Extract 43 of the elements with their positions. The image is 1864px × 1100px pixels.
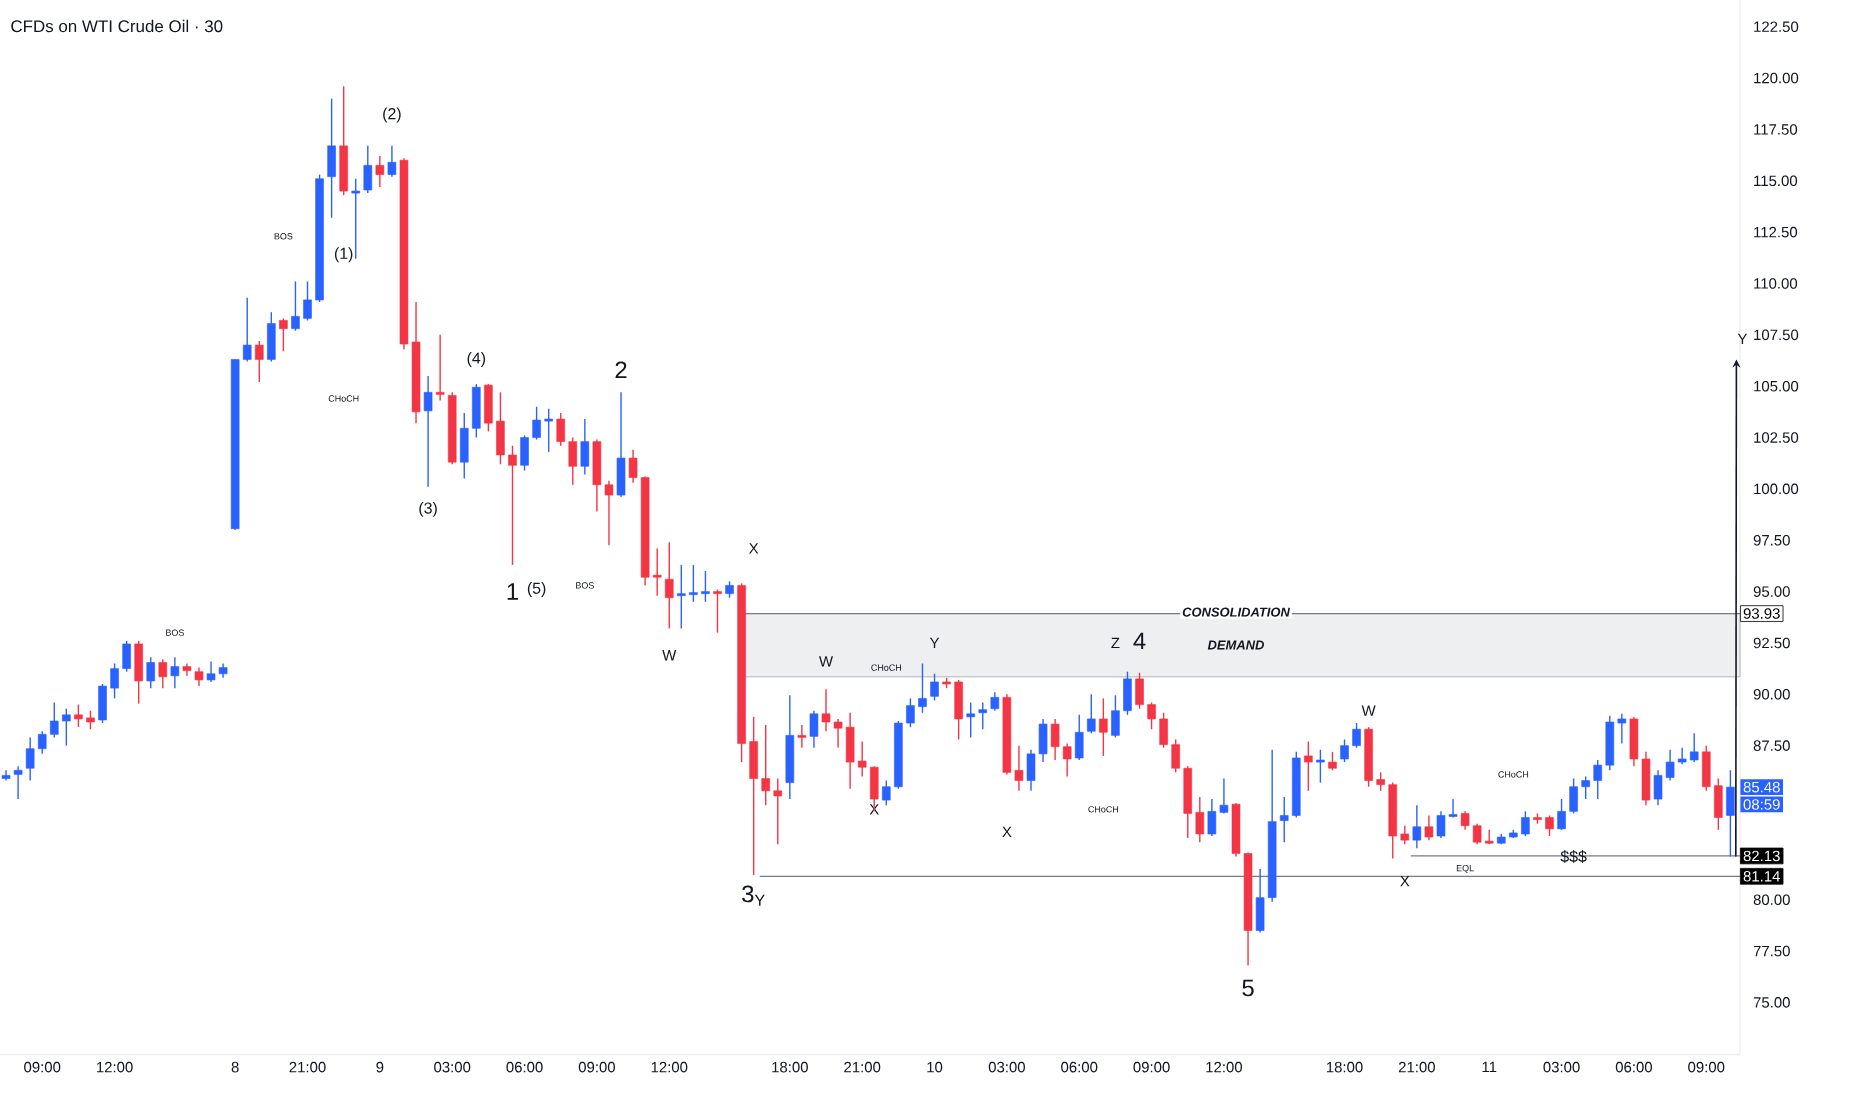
candlestick [327,97,336,219]
candlestick [170,656,180,689]
annotation: 5 [1242,979,1254,997]
candlestick [194,666,204,687]
candlestick [978,701,988,730]
candlestick [930,673,939,702]
candlestick [182,662,192,677]
candlestick [254,340,264,383]
candlestick [1,769,11,782]
candlestick [1074,714,1084,761]
annotation: 1 [507,583,518,600]
candlestick [785,694,795,800]
candlestick [387,145,397,178]
candlestick [966,701,975,739]
candlestick [616,391,626,498]
candlestick [1099,697,1108,757]
annotation: 2 [615,361,627,379]
candlestick [423,375,433,488]
candlestick [1304,740,1313,792]
candlestick [1316,749,1325,784]
candlestick [1424,814,1434,841]
candlestick [990,691,1000,712]
candlestick [134,640,143,705]
candlestick [13,765,23,800]
candlestick [435,334,445,402]
candlestick [580,418,590,476]
annotation: 4 [1133,632,1146,650]
candlestick [339,85,348,196]
candlestick [1087,693,1096,735]
candlestick [267,311,276,363]
candlestick [664,541,674,630]
candlestick [146,656,156,689]
candlestick [158,658,168,689]
candlestick [279,317,288,352]
annotation: 3$_{Y}$ [742,885,765,906]
candlestick [1726,769,1735,858]
candlestick [809,710,819,749]
candlestick [1412,804,1422,850]
candlestick [713,588,722,634]
candlestick [375,155,385,188]
candlestick [1328,751,1337,771]
text: CFDs on WTI Crude Oil · 30 [11,19,223,33]
candlestick [797,724,807,749]
